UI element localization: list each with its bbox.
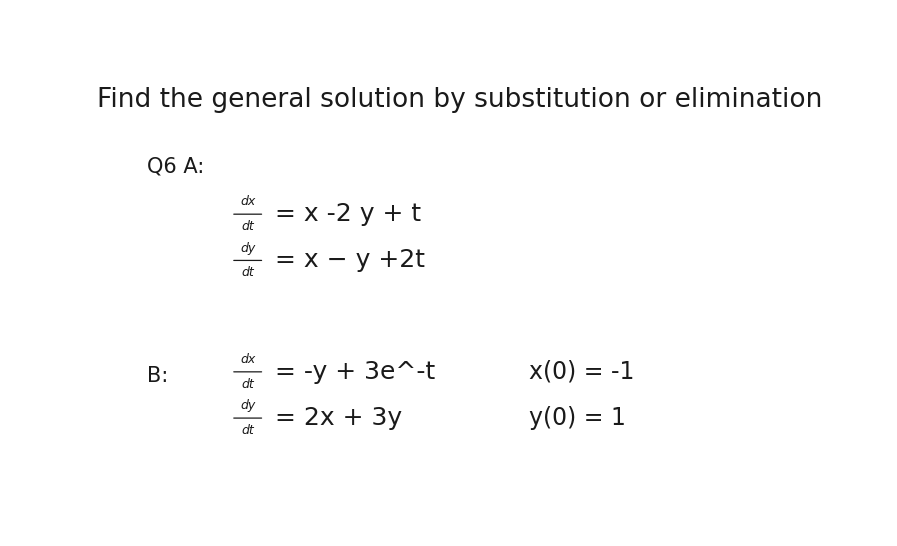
Text: dt: dt <box>241 220 254 233</box>
Text: = x − y +2t: = x − y +2t <box>275 248 425 272</box>
Text: dx: dx <box>240 195 256 208</box>
Text: dt: dt <box>241 266 254 280</box>
Text: B:: B: <box>147 366 168 386</box>
Text: = x -2 y + t: = x -2 y + t <box>275 202 422 226</box>
Text: dy: dy <box>240 241 256 254</box>
Text: dx: dx <box>240 353 256 366</box>
Text: Find the general solution by substitution or elimination: Find the general solution by substitutio… <box>97 86 823 112</box>
Text: Q6 A:: Q6 A: <box>147 156 205 176</box>
Text: dt: dt <box>241 424 254 437</box>
Text: = -y + 3e^-t: = -y + 3e^-t <box>275 360 436 384</box>
Text: y(0) = 1: y(0) = 1 <box>529 406 626 430</box>
Text: = 2x + 3y: = 2x + 3y <box>275 406 403 430</box>
Text: x(0) = -1: x(0) = -1 <box>529 360 634 384</box>
Text: dt: dt <box>241 378 254 391</box>
Text: dy: dy <box>240 399 256 412</box>
